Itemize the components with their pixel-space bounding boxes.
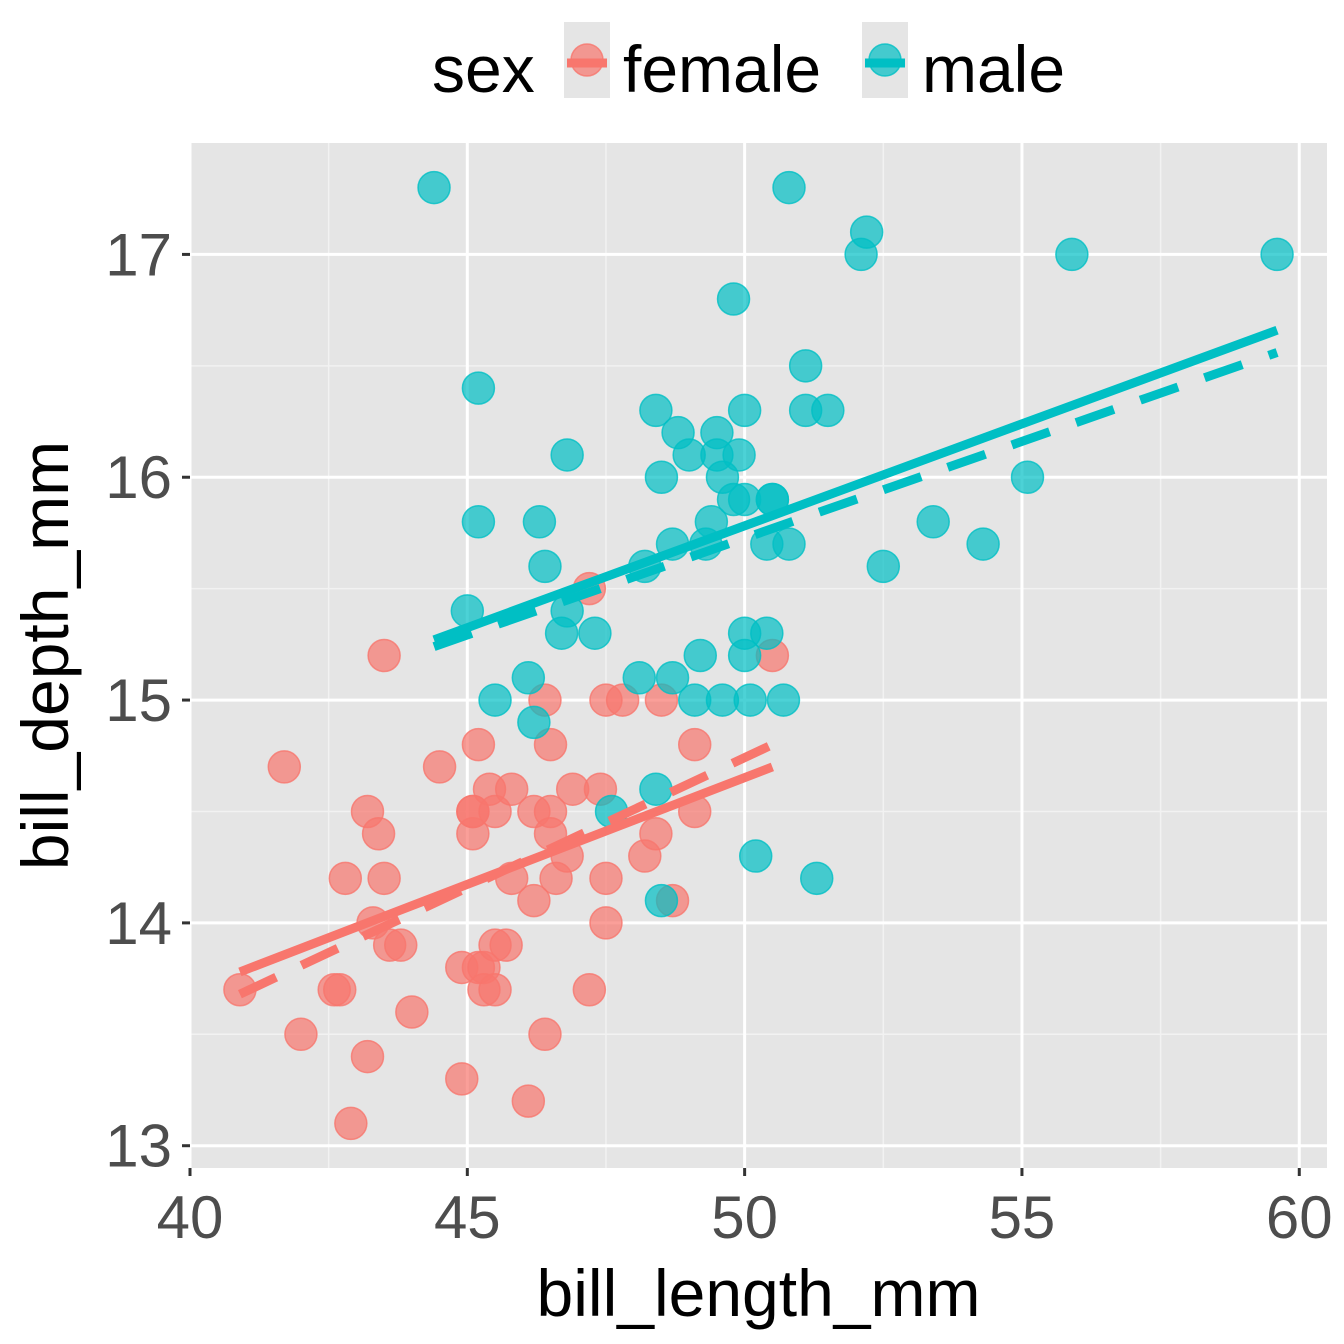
point-female — [367, 861, 401, 896]
point-male — [639, 772, 673, 806]
point-male — [1055, 237, 1089, 272]
x-axis-title: bill_length_mm — [537, 1256, 981, 1330]
point-female — [489, 928, 523, 962]
point-male — [766, 683, 801, 717]
point-male — [550, 438, 584, 472]
point-female — [267, 750, 302, 784]
fit-line-female — [238, 762, 774, 977]
point-female — [494, 772, 529, 806]
point-male — [811, 393, 845, 428]
point-male — [772, 170, 806, 205]
point-female — [445, 1062, 479, 1096]
point-female — [384, 928, 418, 962]
fit-line-dashed-male — [432, 348, 1279, 651]
x-tick-label: 60 — [1266, 1184, 1333, 1251]
point-female — [639, 817, 673, 851]
point-male — [849, 215, 884, 249]
point-female — [528, 1017, 562, 1052]
point-male — [528, 549, 562, 584]
legend-label-male: male — [922, 32, 1065, 106]
point-male — [738, 839, 773, 873]
legend-label-female: female — [623, 32, 821, 106]
point-male — [733, 683, 767, 717]
point-female — [517, 883, 551, 918]
point-female — [589, 906, 623, 940]
legend-key-female — [564, 22, 610, 98]
point-female — [511, 1084, 546, 1118]
point-female — [334, 1106, 368, 1141]
point-female — [328, 861, 363, 896]
point-male — [417, 170, 451, 205]
point-male — [788, 349, 823, 383]
point-male — [750, 616, 784, 650]
point-female — [422, 750, 457, 784]
point-male — [644, 883, 679, 918]
y-axis-title: bill_depth_mm — [8, 441, 82, 870]
y-tick-label: 13 — [105, 1113, 172, 1180]
point-male — [716, 282, 751, 316]
point-male — [916, 505, 950, 539]
point-female — [350, 1039, 385, 1074]
legend: sex female male — [432, 22, 1065, 106]
x-tick-label: 50 — [711, 1184, 778, 1251]
point-male — [655, 661, 690, 695]
point-female — [361, 817, 396, 851]
point-male — [1260, 237, 1294, 272]
point-male — [511, 661, 546, 695]
data-points — [223, 170, 1294, 1141]
legend-key-male — [862, 22, 908, 98]
legend-title: sex — [432, 32, 535, 106]
point-female — [478, 972, 512, 1007]
point-female — [677, 727, 712, 762]
point-male — [461, 505, 496, 539]
minor-gridlines — [190, 143, 1327, 1168]
point-female — [323, 972, 357, 1007]
point-male — [772, 527, 806, 561]
x-axis: 40 45 50 55 60 — [157, 1168, 1333, 1251]
point-male — [799, 861, 834, 896]
point-female — [395, 995, 429, 1029]
point-male — [1010, 460, 1045, 494]
point-male — [644, 460, 679, 494]
point-female — [284, 1017, 318, 1052]
y-axis: 13 14 15 16 17 — [105, 221, 190, 1180]
y-tick-label: 17 — [105, 221, 172, 288]
y-tick-label: 14 — [105, 890, 172, 957]
point-female — [589, 861, 623, 896]
x-tick-label: 45 — [434, 1184, 501, 1251]
point-female — [461, 727, 496, 762]
x-tick-label: 55 — [989, 1184, 1056, 1251]
point-male — [478, 683, 512, 717]
point-male — [866, 549, 901, 584]
fit-lines — [238, 325, 1279, 999]
point-male — [578, 616, 612, 650]
point-male — [622, 661, 657, 695]
point-male — [683, 638, 718, 673]
point-male — [727, 393, 762, 428]
point-female — [572, 972, 607, 1007]
point-female — [367, 638, 401, 673]
x-tick-label: 40 — [157, 1184, 224, 1251]
point-male — [966, 527, 1000, 561]
y-tick-label: 15 — [105, 667, 172, 734]
fit-line-male — [432, 325, 1279, 645]
point-male — [517, 705, 551, 740]
point-male — [639, 393, 673, 428]
y-tick-label: 16 — [105, 444, 172, 511]
point-male — [461, 371, 496, 405]
point-male — [522, 505, 557, 539]
point-male — [722, 438, 756, 472]
